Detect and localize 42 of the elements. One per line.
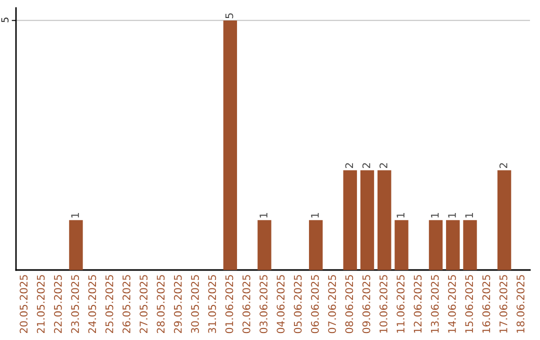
x-tick-label: 27.05.2025: [140, 275, 148, 334]
x-tick-label: 05.06.2025: [294, 275, 302, 334]
x-tick-label: 02.06.2025: [242, 275, 250, 334]
x-tick-label: 30.05.2025: [191, 275, 199, 334]
data-label: 1: [71, 213, 79, 218]
data-label: 2: [380, 163, 388, 168]
x-tick-label: 15.06.2025: [465, 275, 474, 333]
x-tick-label: 08.06.2025: [345, 275, 354, 334]
x-tick-label: 01.06.2025: [225, 275, 234, 334]
data-label: 1: [448, 213, 456, 218]
x-tick-label: 22.05.2025: [54, 275, 62, 334]
x-tick-label: 21.05.2025: [36, 275, 45, 334]
x-tick-label: 10.06.2025: [380, 275, 388, 333]
data-label: 2: [362, 163, 370, 168]
x-tick-label: 23.05.2025: [71, 275, 79, 334]
data-label: 1: [431, 213, 439, 218]
x-tick-label: 09.06.2025: [362, 275, 370, 334]
x-tick-label: 20.05.2025: [20, 275, 28, 334]
x-tick-label: 12.06.2025: [414, 275, 422, 333]
x-tick-label: 29.05.2025: [174, 275, 182, 334]
x-tick-label: 18.06.2025: [516, 275, 524, 333]
data-label: 1: [465, 213, 473, 218]
data-label: 2: [499, 163, 508, 168]
x-tick-label: 11.06.2025: [396, 275, 405, 333]
x-tick-label: 25.05.2025: [105, 275, 114, 334]
x-tick-label: 03.06.2025: [260, 275, 268, 334]
x-tick-label: 07.06.2025: [328, 275, 336, 334]
x-tick-label: 14.06.2025: [448, 275, 456, 333]
x-tick-label: 06.06.2025: [310, 275, 319, 334]
data-label: 5: [225, 13, 234, 18]
data-label: 1: [396, 213, 404, 218]
x-tick-label: 31.05.2025: [208, 275, 216, 334]
x-tick-label: 17.06.2025: [499, 275, 508, 333]
data-label: 2: [345, 163, 353, 168]
x-tick-label: 26.05.2025: [122, 275, 130, 334]
x-tick-label: 28.05.2025: [156, 275, 165, 334]
data-label: 1: [311, 213, 319, 218]
x-tick-label: 24.05.2025: [88, 275, 96, 334]
x-tick-label: 16.06.2025: [482, 275, 490, 333]
x-tick-label: 13.06.2025: [430, 275, 439, 333]
x-tick-label: 04.06.2025: [276, 275, 285, 334]
data-label: 1: [260, 213, 268, 218]
